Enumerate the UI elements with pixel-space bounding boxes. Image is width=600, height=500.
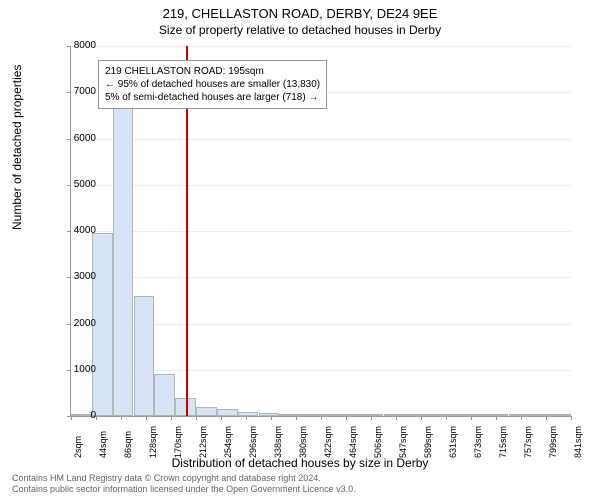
x-tick [396,416,397,420]
x-tick-label: 715sqm [498,426,508,458]
grid-line [71,231,571,232]
x-tick [221,416,222,420]
x-tick [546,416,547,420]
y-tick-label: 7000 [56,86,96,97]
x-tick-label: 212sqm [198,426,208,458]
x-tick-label: 2sqm [73,436,83,458]
grid-line [71,46,571,47]
x-tick [421,416,422,420]
chart-container: 219, CHELLASTON ROAD, DERBY, DE24 9EE Si… [0,0,600,500]
histogram-bar [550,414,571,416]
x-tick [296,416,297,420]
page-subtitle: Size of property relative to detached ho… [0,23,600,39]
x-tick-label: 631sqm [448,426,458,458]
footer-line: Contains HM Land Registry data © Crown c… [12,473,588,485]
x-tick [171,416,172,420]
x-tick [571,416,572,420]
histogram-bar [196,407,217,416]
x-tick [246,416,247,420]
histogram-bar [217,409,238,416]
tooltip-line: ← 95% of detached houses are smaller (13… [105,78,320,91]
x-tick-label: 589sqm [423,426,433,458]
x-tick [446,416,447,420]
histogram-bar [425,414,446,416]
grid-line [71,185,571,186]
x-tick-label: 506sqm [373,426,383,458]
histogram-bar [363,414,384,416]
x-tick-label: 170sqm [173,426,183,458]
grid-line [71,139,571,140]
x-axis-title: Distribution of detached houses by size … [0,456,600,470]
histogram-bar [529,414,550,416]
x-tick-label: 673sqm [473,426,483,458]
y-tick-label: 5000 [56,179,96,190]
footer-attribution: Contains HM Land Registry data © Crown c… [12,473,588,496]
x-tick-label: 380sqm [298,426,308,458]
x-tick-label: 338sqm [273,426,283,458]
x-tick-label: 128sqm [148,426,158,458]
x-tick-label: 296sqm [248,426,258,458]
x-tick-label: 422sqm [323,426,333,458]
x-tick [346,416,347,420]
x-tick [121,416,122,420]
histogram-bar [300,414,321,416]
histogram-bar [238,412,259,416]
x-tick-label: 464sqm [348,426,358,458]
x-tick-label: 799sqm [548,426,558,458]
y-tick-label: 3000 [56,271,96,282]
histogram-bar [279,414,300,416]
histogram-bar [113,102,134,417]
histogram-bar [509,414,530,416]
grid-line [71,277,571,278]
x-tick-label: 547sqm [398,426,408,458]
y-tick-label: 0 [56,410,96,421]
histogram-bar [134,296,155,416]
y-axis-title: Number of detached properties [10,65,24,230]
histogram-bar [259,413,280,416]
tooltip-line: 5% of semi-detached houses are larger (7… [105,91,320,104]
tooltip-line: 219 CHELLASTON ROAD: 195sqm [105,65,320,78]
histogram-bar [154,374,175,416]
page-title: 219, CHELLASTON ROAD, DERBY, DE24 9EE [0,0,600,23]
x-tick-label: 86sqm [123,431,133,458]
histogram-bar [446,414,467,416]
histogram-bar [342,414,363,416]
x-tick [371,416,372,420]
x-tick [271,416,272,420]
x-tick [146,416,147,420]
histogram-bar [488,414,509,416]
x-tick [196,416,197,420]
y-tick-label: 1000 [56,364,96,375]
histogram-bar [321,414,342,416]
x-tick-label: 841sqm [573,426,583,458]
x-tick [321,416,322,420]
x-tick-label: 757sqm [523,426,533,458]
footer-line: Contains public sector information licen… [12,484,588,496]
x-tick [496,416,497,420]
y-tick-label: 8000 [56,40,96,51]
histogram-bar [384,414,405,416]
y-tick-label: 4000 [56,225,96,236]
tooltip-box: 219 CHELLASTON ROAD: 195sqm← 95% of deta… [98,60,327,109]
histogram-bar [467,414,488,416]
y-tick-label: 2000 [56,318,96,329]
histogram-bar [404,414,425,416]
x-tick [471,416,472,420]
x-tick [96,416,97,420]
x-tick-label: 44sqm [98,431,108,458]
x-tick [521,416,522,420]
y-tick-label: 6000 [56,133,96,144]
x-tick-label: 254sqm [223,426,233,458]
